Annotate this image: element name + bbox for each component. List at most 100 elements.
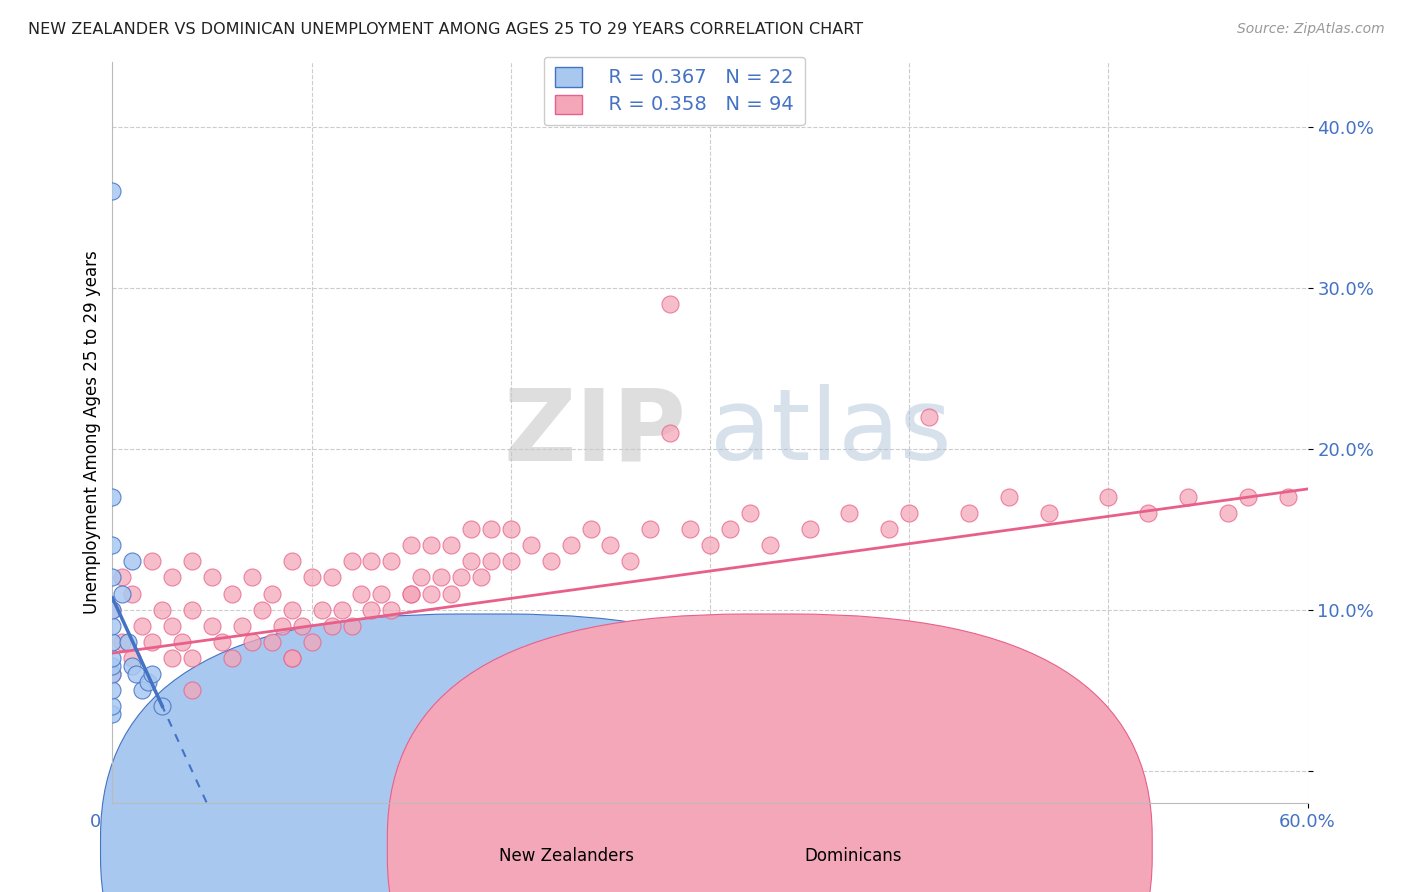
Point	[101, 707, 124, 722]
Point	[1137, 506, 1160, 520]
Point	[231, 619, 253, 633]
Point	[799, 522, 821, 536]
Point	[101, 602, 124, 616]
Point	[181, 651, 204, 665]
Point	[162, 651, 183, 665]
Point	[221, 586, 243, 600]
Point	[430, 570, 453, 584]
Text: Dominicans: Dominicans	[804, 847, 903, 865]
Point	[579, 522, 602, 536]
Point	[440, 538, 463, 552]
Point	[1277, 490, 1299, 504]
Point	[470, 570, 492, 584]
Point	[162, 570, 183, 584]
Point	[380, 602, 402, 616]
Point	[125, 667, 148, 681]
Point	[141, 667, 163, 681]
Point	[260, 635, 283, 649]
Point	[281, 651, 304, 665]
Point	[138, 675, 160, 690]
Point	[699, 538, 721, 552]
Point	[162, 619, 183, 633]
Point	[181, 683, 204, 698]
Point	[679, 522, 702, 536]
Point	[101, 570, 124, 584]
Point	[111, 570, 134, 584]
Point	[1038, 506, 1060, 520]
Point	[141, 635, 163, 649]
Point	[401, 586, 423, 600]
FancyBboxPatch shape	[388, 614, 1153, 892]
Point	[101, 490, 124, 504]
Point	[131, 619, 153, 633]
Point	[718, 522, 741, 536]
Point	[520, 538, 543, 552]
Point	[311, 602, 333, 616]
Point	[918, 409, 941, 424]
Point	[260, 586, 283, 600]
Point	[101, 667, 124, 681]
Text: Source: ZipAtlas.com: Source: ZipAtlas.com	[1237, 22, 1385, 37]
Y-axis label: Unemployment Among Ages 25 to 29 years: Unemployment Among Ages 25 to 29 years	[83, 251, 101, 615]
Point	[1216, 506, 1239, 520]
Point	[879, 522, 901, 536]
Point	[101, 651, 124, 665]
Point	[150, 602, 173, 616]
Point	[101, 699, 124, 714]
Point	[240, 570, 263, 584]
Point	[560, 538, 582, 552]
Point	[101, 659, 124, 673]
Point	[281, 651, 304, 665]
Point	[301, 570, 323, 584]
Point	[360, 602, 382, 616]
Point	[181, 554, 204, 568]
Point	[540, 554, 562, 568]
Point	[291, 619, 314, 633]
Point	[201, 619, 224, 633]
Point	[957, 506, 980, 520]
Point	[121, 586, 143, 600]
Point	[401, 586, 423, 600]
Point	[479, 522, 502, 536]
Point	[460, 522, 482, 536]
Point	[340, 554, 363, 568]
Point	[111, 635, 134, 649]
Point	[659, 297, 682, 311]
Point	[370, 586, 392, 600]
Point	[101, 635, 124, 649]
Point	[330, 602, 353, 616]
Point	[141, 554, 163, 568]
FancyBboxPatch shape	[101, 614, 866, 892]
Point	[1237, 490, 1260, 504]
Text: atlas: atlas	[710, 384, 952, 481]
Point	[411, 570, 433, 584]
Point	[738, 506, 761, 520]
Point	[460, 554, 482, 568]
Point	[281, 602, 304, 616]
Point	[1177, 490, 1199, 504]
Point	[838, 506, 860, 520]
Point	[640, 522, 662, 536]
Point	[420, 586, 443, 600]
Point	[401, 538, 423, 552]
Point	[479, 554, 502, 568]
Text: ZIP: ZIP	[503, 384, 686, 481]
Point	[420, 538, 443, 552]
Point	[759, 538, 782, 552]
Point	[201, 570, 224, 584]
Point	[121, 554, 143, 568]
Point	[450, 570, 472, 584]
Point	[131, 683, 153, 698]
Point	[659, 425, 682, 440]
Point	[619, 554, 641, 568]
Point	[499, 554, 522, 568]
Point	[301, 635, 323, 649]
Point	[211, 635, 233, 649]
Point	[380, 554, 402, 568]
Text: New Zealanders: New Zealanders	[499, 847, 634, 865]
Point	[898, 506, 921, 520]
Point	[1097, 490, 1119, 504]
Legend:   R = 0.367   N = 22,   R = 0.358   N = 94: R = 0.367 N = 22, R = 0.358 N = 94	[544, 57, 804, 126]
Point	[599, 538, 621, 552]
Point	[240, 635, 263, 649]
